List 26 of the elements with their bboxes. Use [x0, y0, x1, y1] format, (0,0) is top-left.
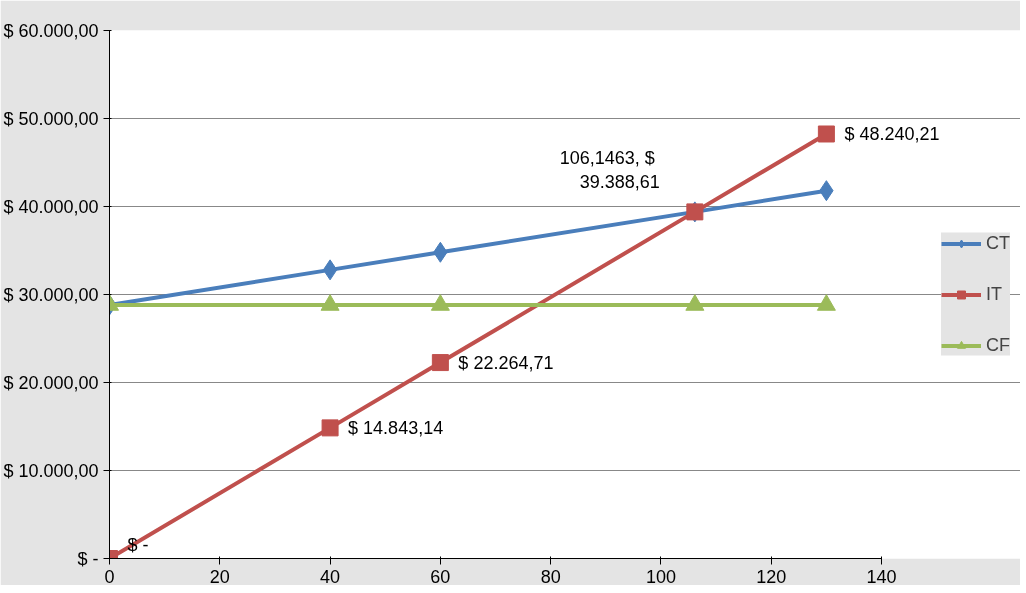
y-tick-label: $ 50.000,00 [3, 108, 99, 129]
point [430, 294, 450, 311]
point [685, 294, 705, 311]
x-tick-label: 100 [645, 566, 676, 587]
y-tick-label: $ 40.000,00 [3, 196, 99, 217]
x-tick-label: 120 [756, 566, 787, 587]
point [817, 125, 835, 143]
legend-label: CF [986, 334, 1010, 356]
data-label: 106,1463, $ 39.388,61 [559, 147, 660, 192]
x-tick-label: 0 [104, 566, 115, 587]
y-tick-label: $ 10.000,00 [3, 460, 99, 481]
x-tick-label: 40 [320, 566, 341, 587]
x-tick-label: 20 [209, 566, 230, 587]
data-label: $ 48.240,21 [844, 123, 940, 144]
y-tick-label: $ 30.000,00 [3, 284, 99, 305]
y-tick-label: $ - [77, 548, 99, 569]
y-tick-label: $ 20.000,00 [3, 372, 99, 393]
x-tick-label: 60 [430, 566, 451, 587]
x-tick-label: 80 [540, 566, 561, 587]
data-label: $ 14.843,14 [348, 417, 444, 438]
data-label: $ 22.264,71 [458, 352, 554, 373]
legend-label: IT [986, 283, 1003, 305]
y-tick-label: $ 60.000,00 [3, 20, 99, 41]
x-tick-label: 140 [866, 566, 897, 587]
legend-label: CT [986, 232, 1010, 254]
point [816, 294, 836, 311]
